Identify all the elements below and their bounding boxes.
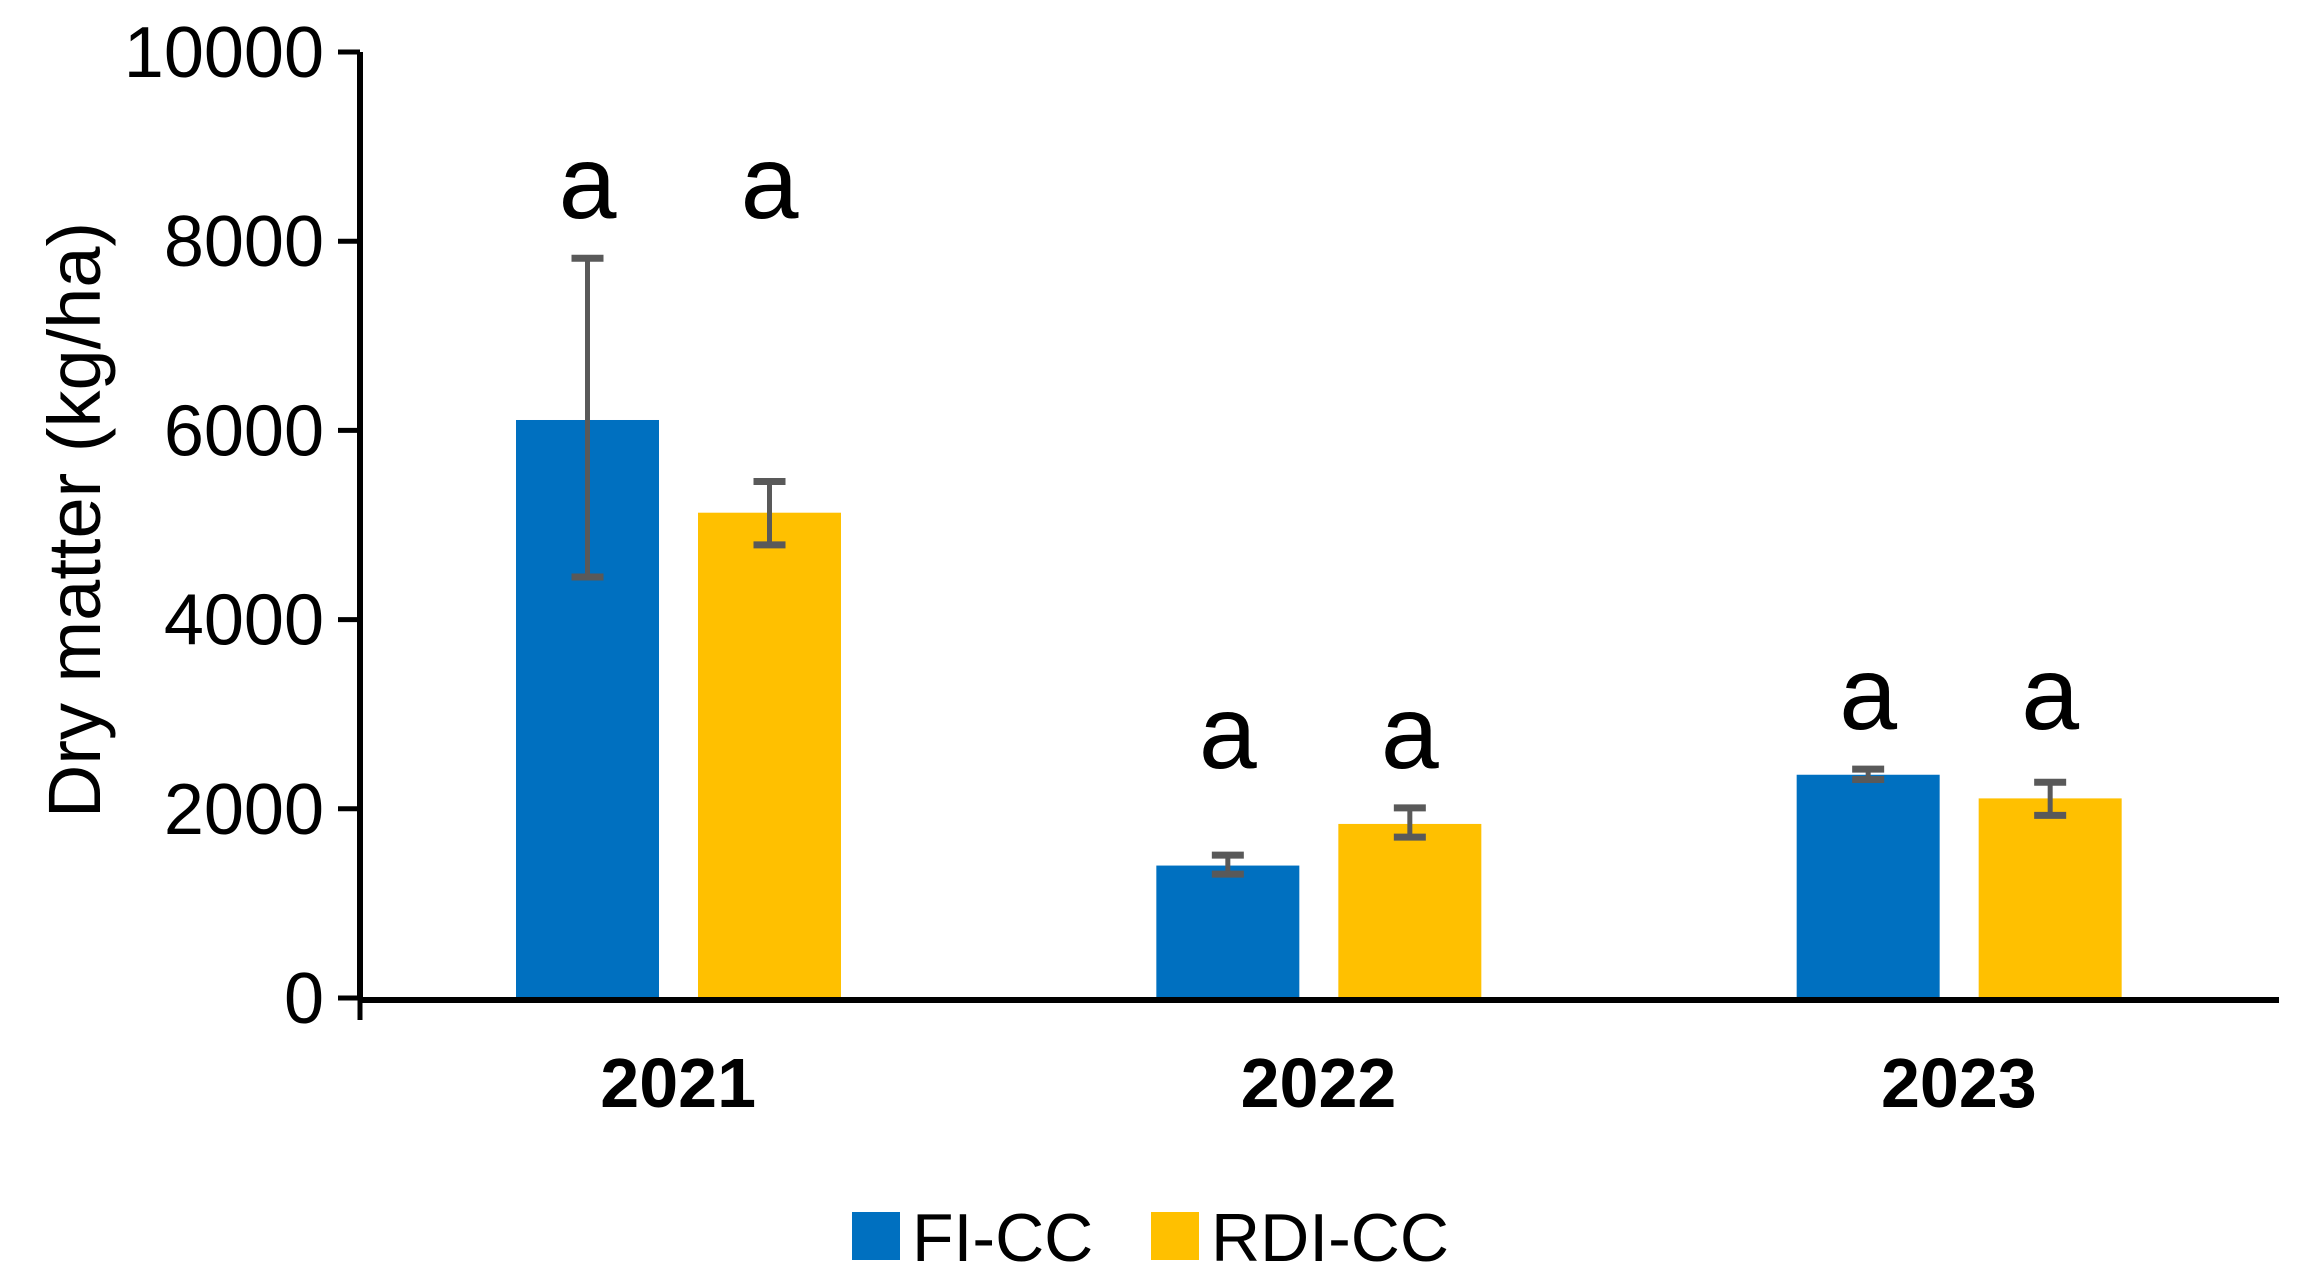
ytick-label-10000: 10000: [124, 13, 324, 93]
ytick-label-6000: 6000: [164, 391, 324, 471]
ytick-label-8000: 8000: [164, 202, 324, 282]
significance-letter-rdi-cc-2023: a: [2021, 636, 2079, 752]
legend-swatch-rdi-cc: [1151, 1212, 1199, 1260]
legend-label-rdi-cc: RDI-CC: [1211, 1200, 1449, 1271]
ytick-label-0: 0: [284, 959, 324, 1039]
bar-fi-cc-2022: [1156, 865, 1300, 1000]
bar-rdi-cc-2021: [698, 512, 841, 1000]
significance-letter-fi-cc-2023: a: [1839, 636, 1897, 752]
significance-letter-rdi-cc-2021: a: [741, 125, 799, 241]
y-axis-title: Dry matter (kg/ha): [33, 222, 116, 818]
bar-fi-cc-2023: [1796, 774, 1940, 1000]
legend-swatch-fi-cc: [852, 1212, 900, 1260]
significance-letter-fi-cc-2021: a: [559, 125, 617, 241]
xtick-label-2023: 2023: [1881, 1044, 2037, 1122]
ytick-label-4000: 4000: [164, 581, 324, 661]
xtick-label-2022: 2022: [1241, 1044, 1397, 1122]
bar-rdi-cc-2022: [1338, 823, 1482, 1000]
legend-label-fi-cc: FI-CC: [912, 1200, 1093, 1271]
significance-letter-fi-cc-2022: a: [1199, 675, 1257, 791]
significance-letter-rdi-cc-2022: a: [1381, 675, 1439, 791]
bar-rdi-cc-2023: [1978, 798, 2122, 1000]
ytick-label-2000: 2000: [164, 770, 324, 850]
xtick-label-2021: 2021: [600, 1044, 756, 1122]
